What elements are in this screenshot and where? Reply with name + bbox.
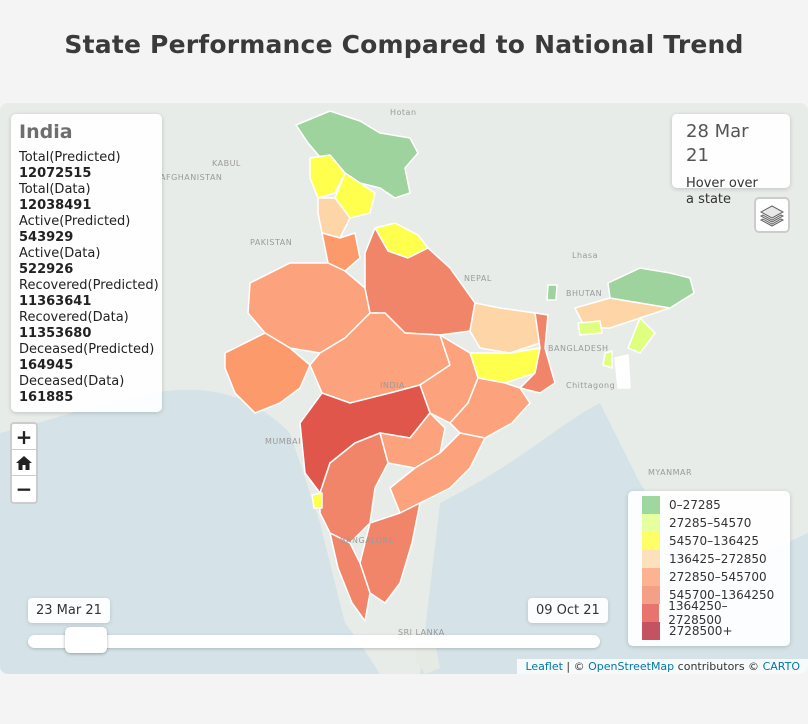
stat-value: 543929 (19, 230, 74, 245)
legend-item: 545700–1364250 (642, 586, 776, 604)
date-panel: 28 Mar 21 Hover over a state (672, 114, 790, 207)
layers-icon (759, 205, 785, 227)
legend-item: 1364250–2728500 (642, 599, 776, 627)
attribution-separator: | © (562, 660, 589, 673)
stat-value: 161885 (19, 390, 74, 405)
state-mizoram (614, 354, 631, 389)
legend-swatch (642, 604, 660, 622)
state-meghalaya (577, 320, 603, 336)
state-tripura (602, 350, 613, 369)
legend-swatch (642, 568, 660, 586)
state-telangana (379, 412, 446, 469)
osm-link[interactable]: OpenStreetMap (588, 660, 675, 673)
svg-text:INDIA: INDIA (380, 381, 405, 390)
slider-end-label: 09 Oct 21 (528, 598, 608, 623)
svg-text:NEPAL: NEPAL (464, 274, 492, 283)
map-container[interactable]: Hotan KABUL AFGHANISTAN PAKISTAN NEPAL B… (0, 103, 808, 674)
stat-value: 522926 (19, 262, 74, 277)
time-slider-handle[interactable] (65, 627, 108, 653)
basemap: Hotan KABUL AFGHANISTAN PAKISTAN NEPAL B… (0, 103, 808, 674)
legend-label: 1364250–2728500 (668, 599, 728, 627)
state-sikkim (546, 284, 558, 301)
state-goa (311, 492, 323, 509)
legend-label: 0–27285 (669, 498, 721, 512)
legend-label: 545700–1364250 (669, 588, 775, 602)
stat-label: Deceased(Data) (19, 374, 125, 389)
zoom-in-button[interactable]: + (12, 424, 36, 450)
stat-value: 11353680 (19, 326, 92, 341)
layers-button[interactable] (754, 197, 790, 233)
svg-text:Lhasa: Lhasa (572, 251, 598, 260)
home-button[interactable] (12, 450, 36, 476)
legend-item: 0–27285 (642, 496, 776, 514)
state-ap (389, 432, 486, 514)
svg-text:AFGHANISTAN: AFGHANISTAN (160, 173, 222, 182)
stat-label: Recovered(Data) (19, 310, 129, 325)
svg-text:Chittagong: Chittagong (566, 381, 615, 390)
legend-swatch (642, 550, 660, 568)
svg-text:BANGALORE: BANGALORE (340, 536, 394, 545)
stat-value: 12038491 (19, 198, 92, 213)
legend-swatch (642, 622, 660, 640)
svg-text:PAKISTAN: PAKISTAN (250, 238, 292, 247)
slider-start-label: 23 Mar 21 (28, 598, 110, 623)
page-title: State Performance Compared to National T… (64, 30, 744, 59)
legend: 0–27285 27285–54570 54570–136425 136425–… (628, 491, 790, 646)
state-karnataka (319, 432, 389, 544)
svg-text:SRI LANKA: SRI LANKA (398, 628, 445, 637)
state-arunachal (607, 267, 695, 309)
hover-hint: Hover over a state (686, 176, 758, 207)
legend-item: 272850–545700 (642, 568, 776, 586)
legend-label: 54570–136425 (669, 534, 759, 548)
stat-value: 11363641 (19, 294, 92, 309)
stat-label: Active(Predicted) (19, 214, 131, 229)
legend-item: 54570–136425 (642, 532, 776, 550)
svg-text:MYANMAR: MYANMAR (648, 468, 692, 477)
svg-text:Hotan: Hotan (390, 108, 417, 117)
stat-label: Total(Data) (19, 182, 91, 197)
state-kerala (329, 532, 371, 622)
stat-value: 12072515 (19, 166, 92, 181)
svg-text:BANGLADESH: BANGLADESH (548, 344, 609, 353)
svg-text:BHUTAN: BHUTAN (566, 289, 602, 298)
legend-label: 136425–272850 (669, 552, 767, 566)
stat-value: 164945 (19, 358, 74, 373)
info-panel: India Total(Predicted) 12072515 Total(Da… (11, 114, 162, 412)
legend-label: 27285–54570 (669, 516, 752, 530)
legend-swatch (642, 496, 660, 514)
state-bihar (469, 302, 541, 354)
svg-text:KABUL: KABUL (212, 159, 241, 168)
stat-label: Total(Predicted) (19, 150, 121, 165)
stat-label: Deceased(Predicted) (19, 342, 155, 357)
state-gujarat (224, 332, 311, 414)
state-wb (519, 312, 556, 394)
legend-item: 136425–272850 (642, 550, 776, 568)
attribution-text: contributors © (674, 660, 763, 673)
legend-swatch (642, 532, 660, 550)
legend-label: 2728500+ (669, 624, 733, 638)
stat-label: Recovered(Predicted) (19, 278, 159, 293)
country-name: India (19, 121, 73, 143)
legend-item: 27285–54570 (642, 514, 776, 532)
stat-label: Active(Data) (19, 246, 101, 261)
legend-swatch (642, 586, 660, 604)
legend-item: 2728500+ (642, 622, 776, 640)
zoom-control: + − (10, 422, 38, 504)
state-odisha (449, 377, 531, 439)
map-attribution: Leaflet | © OpenStreetMap contributors ©… (517, 659, 808, 674)
home-icon (16, 455, 32, 470)
current-date: 28 Mar 21 (686, 121, 749, 166)
svg-text:MUMBAI: MUMBAI (265, 437, 301, 446)
legend-label: 272850–545700 (669, 570, 767, 584)
time-slider-track[interactable] (28, 635, 600, 648)
zoom-out-button[interactable]: − (15, 477, 33, 501)
legend-swatch (642, 514, 660, 532)
leaflet-link[interactable]: Leaflet (525, 660, 563, 673)
state-jk (309, 154, 346, 199)
carto-link[interactable]: CARTO (762, 660, 800, 673)
state-manipur (627, 317, 656, 354)
